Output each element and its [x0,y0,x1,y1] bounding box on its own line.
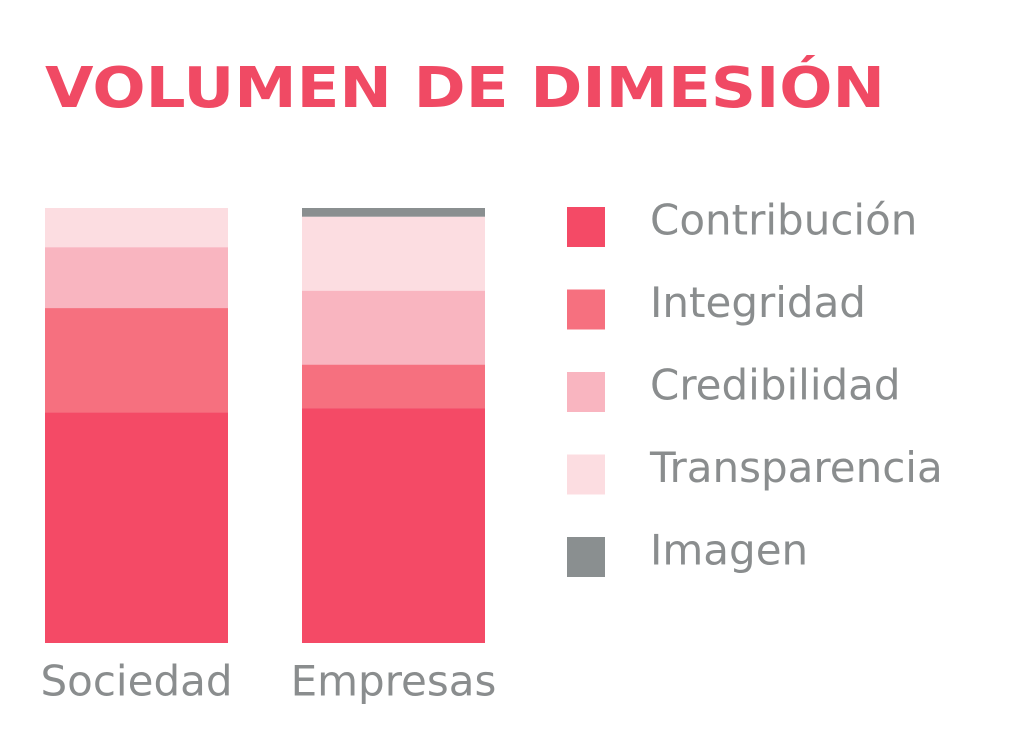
legend-swatch [567,207,605,247]
legend-label: Contribución [650,196,917,245]
bar-segment [45,247,228,309]
legend-label: Transparencia [649,443,943,492]
bar-segment [45,308,228,413]
legend-swatch [567,454,605,495]
bar-segment [302,364,485,409]
bar-segment [302,408,485,643]
x-tick-label: Sociedad [40,657,232,706]
legend-swatch [567,537,605,577]
bar-segment [302,208,485,217]
legend-swatch [567,372,605,412]
legend-label: Integridad [650,278,866,327]
legend-label: Credibilidad [650,361,901,410]
chart-title: VOLUMEN DE DIMESIÓN [45,56,885,121]
legend-swatch [567,289,605,330]
bar-segment [45,412,228,643]
legend-label: Imagen [650,526,808,575]
bar-segment [45,208,228,248]
x-tick-label: Empresas [291,657,497,706]
bar-segment [302,216,485,291]
bar-segment [302,290,485,365]
